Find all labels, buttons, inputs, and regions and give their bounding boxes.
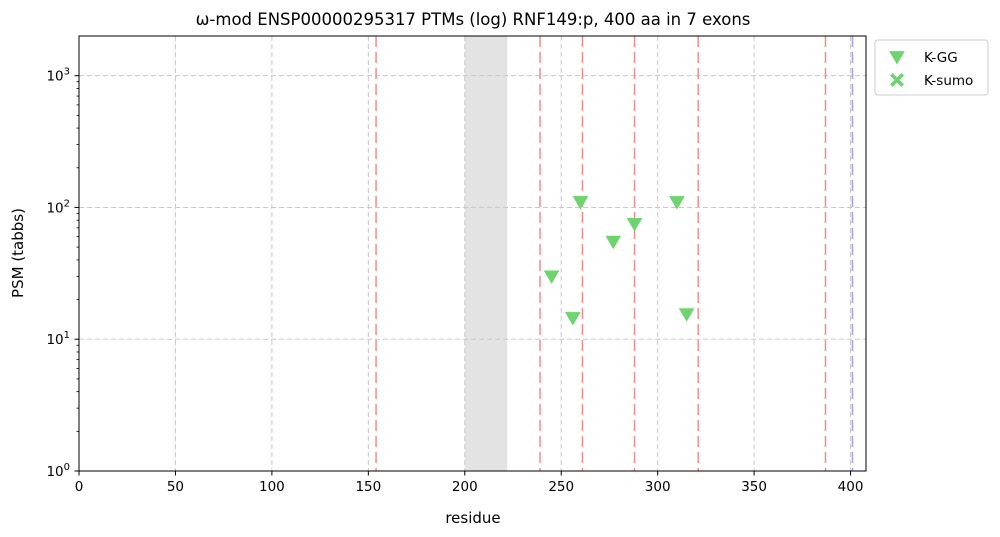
x-tick-label: 100 <box>259 479 285 495</box>
k-gg-marker <box>678 308 695 322</box>
x-tick-label: 150 <box>355 479 381 495</box>
y-tick-label: 101 <box>46 330 70 348</box>
y-tick-label: 100 <box>46 462 70 480</box>
k-gg-marker <box>605 235 622 250</box>
k-gg-marker <box>669 196 685 210</box>
legend-label: K-GG <box>924 50 958 66</box>
axes-frame <box>78 35 867 472</box>
k-gg-marker <box>543 270 560 284</box>
y-tick-label: 103 <box>46 67 70 85</box>
x-tick-label: 250 <box>548 479 574 495</box>
legend-label: K-sumo <box>924 73 973 89</box>
chart-title: ω-mod ENSP00000295317 PTMs (log) RNF149:… <box>196 10 751 29</box>
legend-k-gg-icon <box>889 51 905 65</box>
x-tick-label: 400 <box>838 479 864 495</box>
x-tick-label: 200 <box>452 479 478 495</box>
x-tick-label: 350 <box>741 479 767 495</box>
k-gg-marker <box>572 196 589 210</box>
x-tick-label: 300 <box>645 479 671 495</box>
legend: K-GG K-sumo <box>874 39 989 96</box>
x-axis-label: residue <box>445 509 500 527</box>
x-tick-label: 0 <box>75 479 84 495</box>
shaded-region <box>464 36 508 471</box>
y-axis-label: PSM (tabbs) <box>9 208 27 298</box>
plot-area: 0 50 100 150 200 250 300 350 400 100 101 102 103 <box>46 35 867 495</box>
k-gg-marker <box>564 312 581 326</box>
k-gg-marker <box>626 218 643 232</box>
legend-k-sumo-icon <box>890 73 904 87</box>
y-tick-label: 102 <box>46 198 70 216</box>
x-tick-label: 50 <box>167 479 184 495</box>
